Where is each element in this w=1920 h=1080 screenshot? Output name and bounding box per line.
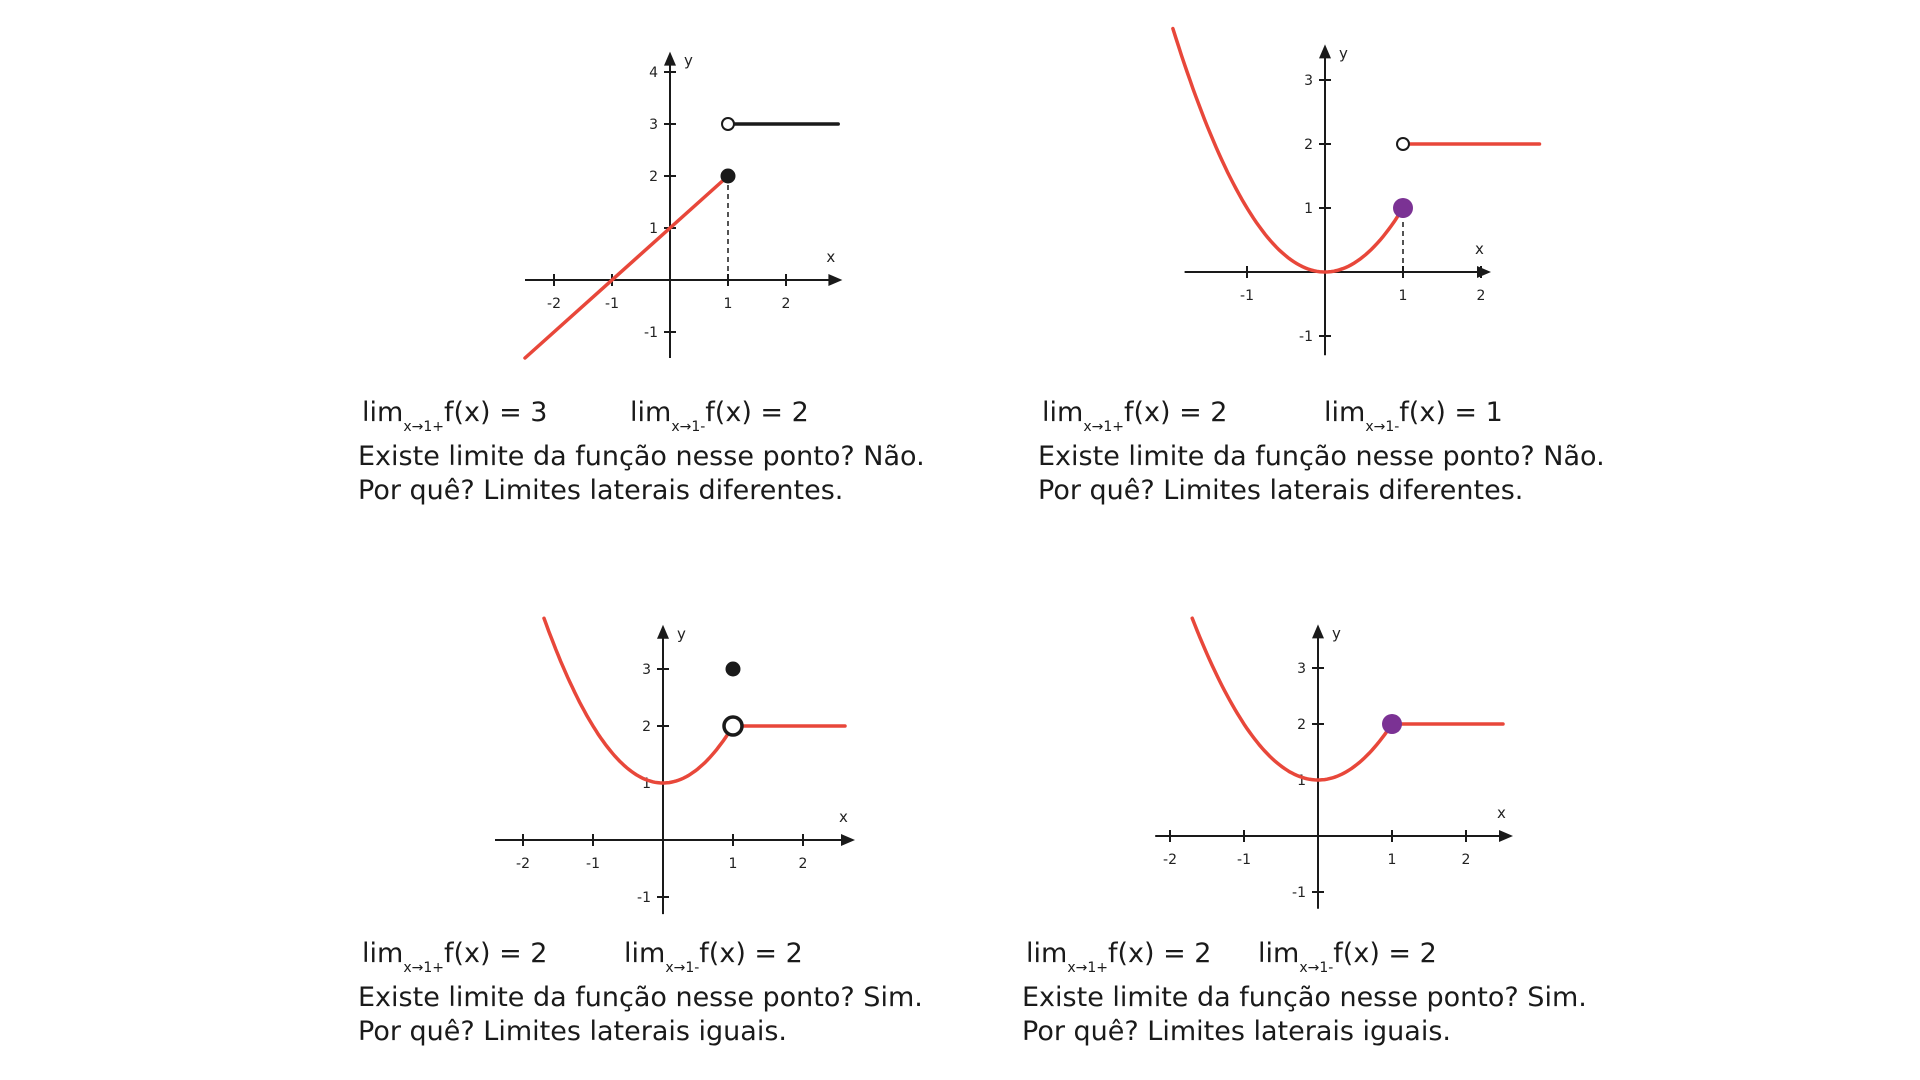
limit-reason-4: Por quê? Limites laterais iguais. — [1022, 1016, 1451, 1047]
y-tick-label: 3 — [1297, 661, 1306, 677]
lim-right-2: limx→1+f(x) = 2 — [1042, 397, 1228, 435]
x-axis-label: x — [839, 808, 848, 826]
limit-reason-3: Por quê? Limites laterais iguais. — [358, 1016, 787, 1047]
x-axis-label: x — [1475, 240, 1484, 258]
filled-point — [1393, 198, 1413, 218]
y-axis-label: y — [677, 625, 686, 643]
limit-question-1: Existe limite da função nesse ponto? Não… — [358, 441, 925, 472]
y-tick-label: 4 — [649, 65, 658, 81]
chart-2-plot: x y -1 1 2 -1 1 2 3 — [1171, 26, 1542, 356]
limit-question-2: Existe limite da função nesse ponto? Não… — [1038, 441, 1605, 472]
y-tick-label: 1 — [649, 221, 658, 237]
lim-left-4: limx→1-f(x) = 2 — [1258, 938, 1437, 976]
limit-reason-2: Por quê? Limites laterais diferentes. — [1038, 475, 1524, 506]
x-axis-arrow-icon — [1499, 830, 1513, 842]
x-tick-label: 2 — [799, 856, 808, 872]
y-axis-arrow-icon — [657, 624, 669, 639]
x-axis-arrow-icon — [841, 834, 855, 846]
x-tick-label: 1 — [729, 856, 738, 872]
y-tick-label: 2 — [649, 169, 658, 185]
y-axis-arrow-icon — [1319, 44, 1331, 59]
lim-right-4: limx→1+f(x) = 2 — [1026, 938, 1212, 976]
x-tick-label: -1 — [1237, 852, 1251, 868]
chart-2-caption: limx→1+f(x) = 2 limx→1-f(x) = 1 Existe l… — [1038, 396, 1605, 508]
lim-right-3: limx→1+f(x) = 2 — [362, 938, 548, 976]
filled-point — [1382, 714, 1402, 734]
y-tick-label: 2 — [1304, 137, 1313, 153]
lim-left-3: limx→1-f(x) = 2 — [624, 938, 803, 976]
y-tick-label: 3 — [642, 662, 651, 678]
x-tick-label: -2 — [516, 856, 530, 872]
y-axis-arrow-icon — [1312, 624, 1324, 639]
chart-3-caption: limx→1+f(x) = 2 limx→1-f(x) = 2 Existe l… — [358, 937, 923, 1049]
y-tick-label: 1 — [1297, 773, 1306, 789]
y-tick-label: 1 — [1304, 201, 1313, 217]
x-tick-label: -1 — [605, 296, 619, 312]
x-tick-label: -1 — [1240, 288, 1254, 304]
x-axis-label: x — [1497, 804, 1506, 822]
y-axis-label: y — [1332, 624, 1341, 642]
y-tick-label: -1 — [637, 890, 651, 906]
y-tick-label: 3 — [649, 117, 658, 133]
x-tick-label: -1 — [586, 856, 600, 872]
series-line — [523, 174, 730, 360]
series-curve — [542, 616, 735, 785]
open-point — [1396, 137, 1410, 151]
filled-point — [725, 661, 741, 677]
chart-1-caption: limx→1+f(x) = 3 limx→1-f(x) = 2 Existe l… — [358, 396, 925, 508]
x-tick-label: 2 — [782, 296, 791, 312]
open-point — [721, 117, 735, 131]
x-tick-label: 1 — [724, 296, 733, 312]
x-tick-label: -2 — [1163, 852, 1177, 868]
chart-1-plot: x y -2 -1 1 2 -1 1 2 3 4 — [523, 51, 843, 360]
x-axis-arrow-icon — [1477, 266, 1491, 278]
open-point — [722, 715, 744, 737]
lim-right-1: limx→1+f(x) = 3 — [362, 397, 548, 435]
y-tick-label: -1 — [1299, 329, 1313, 345]
x-tick-label: 1 — [1399, 288, 1408, 304]
series-curve — [1190, 616, 1394, 782]
chart-4-plot: x y -2 -1 1 2 -1 1 2 3 — [1155, 616, 1513, 909]
x-axis-label: x — [826, 248, 835, 266]
y-axis-arrow-icon — [664, 51, 676, 66]
y-axis-label: y — [1339, 44, 1348, 62]
limit-reason-1: Por quê? Limites laterais diferentes. — [358, 475, 844, 506]
y-axis-label: y — [684, 52, 693, 70]
filled-point — [720, 168, 736, 184]
chart-3-plot: x y -2 -1 1 2 -1 1 2 3 — [495, 616, 855, 915]
y-tick-label: 3 — [1304, 73, 1313, 89]
lim-left-1: limx→1-f(x) = 2 — [630, 397, 809, 435]
y-tick-label: 2 — [1297, 717, 1306, 733]
y-tick-label: 2 — [642, 719, 651, 735]
x-tick-label: 1 — [1388, 852, 1397, 868]
chart-4-caption: limx→1+f(x) = 2 limx→1-f(x) = 2 Existe l… — [1022, 937, 1587, 1049]
limit-question-3: Existe limite da função nesse ponto? Sim… — [358, 982, 923, 1013]
x-tick-label: -2 — [547, 296, 561, 312]
lim-left-2: limx→1-f(x) = 1 — [1324, 397, 1503, 435]
series-curve — [1171, 26, 1405, 274]
x-axis-arrow-icon — [828, 274, 843, 286]
x-tick-label: 2 — [1462, 852, 1471, 868]
y-tick-label: -1 — [644, 325, 658, 341]
limit-question-4: Existe limite da função nesse ponto? Sim… — [1022, 982, 1587, 1013]
x-tick-label: 2 — [1477, 288, 1486, 304]
y-tick-label: -1 — [1292, 885, 1306, 901]
y-tick-label: 1 — [642, 776, 651, 792]
